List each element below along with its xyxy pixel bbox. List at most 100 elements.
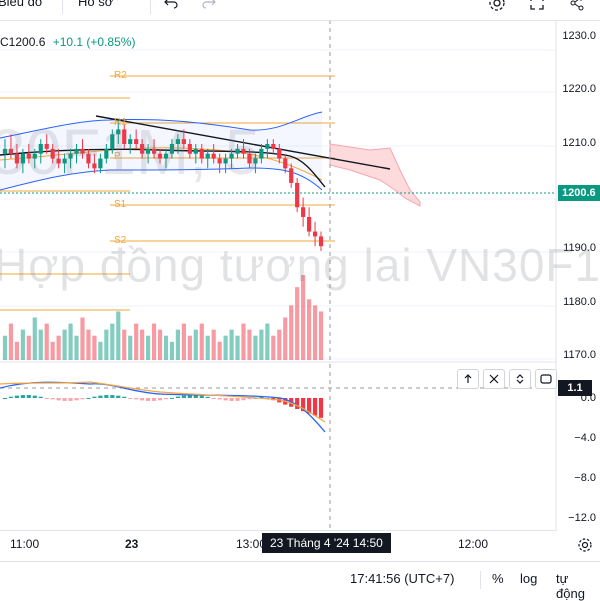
percent-scale-toggle[interactable]: %	[492, 571, 504, 586]
macd-histogram-bar	[68, 398, 73, 401]
candle-body	[68, 153, 73, 159]
redo-icon[interactable]	[198, 0, 220, 14]
candle-body	[122, 129, 127, 144]
pivot-label-s1: S1	[114, 199, 127, 210]
volume-bar	[211, 329, 216, 360]
chart-type-button[interactable]: Biểu đồ	[0, 0, 43, 9]
macd-histogram-bar	[2, 398, 8, 399]
candle-body	[92, 163, 97, 169]
volume-bar	[110, 323, 115, 360]
candle-body	[163, 153, 169, 159]
macd-histogram-bar	[241, 398, 246, 401]
candle-body	[175, 139, 180, 144]
volume-bar	[134, 323, 139, 360]
volume-bar	[217, 341, 222, 360]
fullscreen-icon[interactable]	[526, 0, 548, 14]
volume-bar	[98, 341, 103, 360]
macd-histogram-bar	[312, 398, 318, 416]
macd-histogram-bar	[104, 395, 109, 398]
macd-histogram-bar	[318, 398, 324, 418]
pane-move-up-icon[interactable]	[457, 369, 479, 389]
clock-timezone[interactable]: 17:41:56 (UTC+7)	[350, 571, 455, 586]
macd-histogram-bar	[8, 396, 14, 398]
bollinger-lower	[0, 167, 323, 191]
macd-histogram-bar	[38, 396, 43, 398]
price-tick: 1210.0	[562, 137, 596, 149]
bollinger-upper	[0, 111, 323, 139]
candle-body	[151, 148, 157, 154]
volume-bar	[14, 341, 19, 360]
macd-histogram-bar	[86, 397, 91, 399]
candle-body	[301, 207, 306, 217]
toolbar-separator	[150, 0, 151, 14]
indicator-tick: −8.0	[574, 472, 596, 484]
indicators-button[interactable]: Hồ sơ	[78, 0, 114, 9]
pane-collapse-icon[interactable]	[509, 369, 531, 389]
pivot-label-r2: R2	[114, 70, 127, 81]
auto-scale-toggle[interactable]: tự động	[556, 571, 585, 601]
candle-body	[283, 158, 288, 169]
candle-body	[146, 148, 151, 154]
candle-body	[307, 216, 312, 232]
volume-bar	[38, 329, 43, 360]
candle-body	[217, 158, 222, 164]
candle-body	[157, 153, 163, 159]
volume-bar	[223, 335, 228, 360]
signal-line	[0, 381, 326, 423]
volume-bar	[312, 305, 318, 360]
macd-histogram-bar	[187, 395, 192, 398]
candle-body	[50, 148, 55, 159]
volume-bar	[151, 323, 157, 360]
volume-bar	[50, 341, 55, 360]
chart-area[interactable]: 30F1M, 5 Hợp đồng tương lai VN30F1M C120…	[0, 20, 600, 560]
volume-bar	[92, 335, 97, 360]
macd-histogram-bar	[92, 396, 97, 398]
volume-bar	[265, 323, 270, 360]
candle-body	[8, 148, 14, 154]
macd-histogram-bar	[247, 398, 252, 400]
share-icon[interactable]	[566, 0, 588, 14]
axis-settings-gear-icon[interactable]	[574, 534, 596, 556]
volume-bar	[74, 335, 79, 360]
volume-bar	[181, 323, 186, 360]
candle-body	[295, 182, 300, 208]
pivot-label-r1: R1	[114, 117, 127, 128]
macd-histogram-bar	[128, 398, 133, 399]
macd-histogram-bar	[20, 395, 25, 398]
candle-body	[44, 144, 49, 149]
volume-bar	[187, 335, 192, 360]
volume-bar	[318, 311, 324, 360]
settings-gear-icon[interactable]	[486, 0, 508, 14]
undo-icon[interactable]	[160, 0, 182, 14]
candle-body	[134, 139, 139, 144]
volume-bar	[253, 335, 258, 360]
pane-close-icon[interactable]	[483, 369, 505, 389]
log-scale-toggle[interactable]: log	[520, 571, 538, 586]
pane-maximize-icon[interactable]	[535, 369, 557, 389]
candle-body	[205, 153, 210, 159]
candle-body	[265, 144, 270, 149]
macd-histogram-bar	[151, 398, 157, 401]
pivot-label-s2: S2	[114, 235, 127, 246]
ohlc-legend: C1200.6 +10.1 (+0.85%)	[0, 35, 135, 49]
candle-body	[20, 153, 25, 164]
volume-bar	[26, 335, 31, 360]
volume-bar	[199, 323, 204, 360]
time-tick-day: 23	[125, 537, 139, 551]
volume-bar	[289, 305, 294, 360]
macd-histogram-bar	[74, 398, 79, 401]
candle-body	[116, 129, 121, 135]
volume-bar	[116, 311, 121, 360]
price-chart-svg[interactable]	[0, 20, 600, 560]
macd-histogram-bar	[110, 395, 115, 398]
bottom-status-bar: 17:41:56 (UTC+7) % log tự động	[0, 561, 600, 601]
macd-histogram-bar	[175, 396, 180, 398]
macd-histogram-bar	[50, 398, 55, 400]
volume-bar	[295, 287, 300, 360]
bollinger-fill	[0, 112, 322, 190]
volume-bar	[301, 275, 306, 360]
candle-body	[223, 158, 228, 164]
indicator-tick: −4.0	[574, 432, 596, 444]
volume-bar	[193, 329, 198, 360]
volume-bar	[247, 329, 252, 360]
